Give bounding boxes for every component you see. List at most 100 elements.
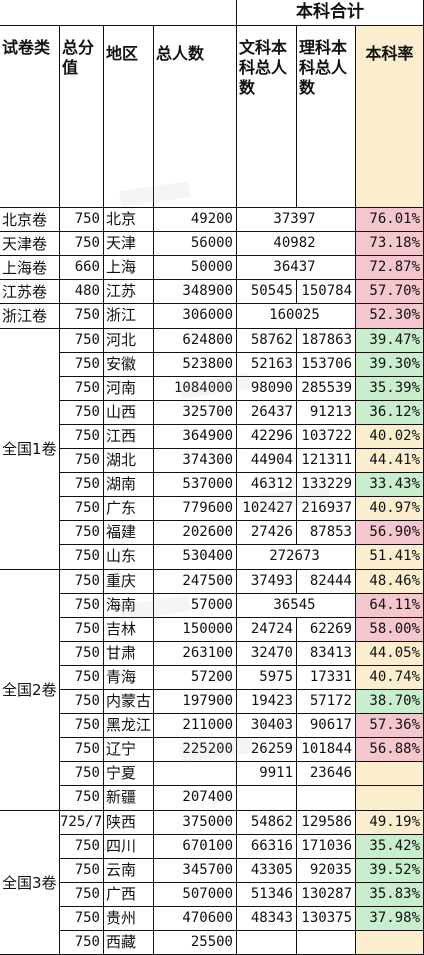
merged-bachelor-cell: 37397 [237,208,356,232]
region-cell: 河南 [104,377,154,401]
score-cell: 750 [60,690,104,714]
paper-type-cell: 浙江卷 [0,304,60,329]
region-cell: 贵州 [104,907,154,931]
science-cell: 92035 [297,859,356,883]
score-cell: 750 [60,931,104,955]
region-cell: 广西 [104,883,154,907]
rate-cell: 44.41% [356,449,424,473]
rate-cell: 72.87% [356,256,424,280]
total-people-cell: 537000 [154,473,237,497]
score-cell: 750 [60,473,104,497]
total-people-cell: 197900 [154,690,237,714]
header-paper-type: 试卷类 [0,26,60,208]
region-cell: 江苏 [104,280,154,304]
score-cell: 750 [60,883,104,907]
science-cell: 133229 [297,473,356,497]
header-science-total: 理科本科总人数 [297,26,356,208]
science-cell: 17331 [297,666,356,690]
merged-bachelor-cell: 160025 [237,304,356,329]
header-group-title: 本科合计 [237,0,424,26]
header-rate: 本科率 [356,26,424,208]
region-cell: 吉林 [104,618,154,642]
region-cell: 重庆 [104,570,154,594]
total-people-cell: 325700 [154,401,237,425]
rate-cell: 33.43% [356,473,424,497]
total-people-cell: 202600 [154,521,237,545]
total-people-cell: 49200 [154,208,237,232]
region-cell: 天津 [104,232,154,256]
score-cell: 750 [60,329,104,353]
region-cell: 云南 [104,859,154,883]
region-cell: 河北 [104,329,154,353]
science-cell: 150784 [297,280,356,304]
header-arts-total: 文科本科总人数 [237,26,297,208]
score-cell: 750 [60,594,104,618]
total-people-cell: 211000 [154,714,237,738]
total-people-cell: 364900 [154,425,237,449]
arts-cell: 66316 [237,835,297,859]
score-cell: 750 [60,425,104,449]
arts-cell [237,931,297,955]
rate-cell: 56.88% [356,738,424,762]
arts-cell: 50545 [237,280,297,304]
region-cell: 青海 [104,666,154,690]
rate-cell: 76.01% [356,208,424,232]
total-people-cell: 779600 [154,497,237,521]
rate-cell: 52.30% [356,304,424,329]
rate-cell: 35.83% [356,883,424,907]
total-people-cell: 57000 [154,594,237,618]
rate-cell: 48.46% [356,570,424,594]
arts-cell: 32470 [237,642,297,666]
region-cell: 内蒙古 [104,690,154,714]
total-people-cell: 374300 [154,449,237,473]
rate-cell: 57.70% [356,280,424,304]
rate-cell: 35.42% [356,835,424,859]
arts-cell: 102427 [237,497,297,521]
arts-cell: 30403 [237,714,297,738]
rate-cell: 51.41% [356,545,424,570]
merged-bachelor-cell: 36545 [237,594,356,618]
merged-bachelor-cell: 40982 [237,232,356,256]
region-cell: 山东 [104,545,154,570]
score-cell: 750 [60,208,104,232]
header-total-people: 总人数 [154,26,237,208]
header-region: 地区 [104,26,154,208]
arts-cell: 26259 [237,738,297,762]
total-people-cell: 348900 [154,280,237,304]
region-cell: 黑龙江 [104,714,154,738]
rate-cell: 40.02% [356,425,424,449]
region-cell: 新疆 [104,786,154,811]
rate-cell: 36.12% [356,401,424,425]
total-people-cell: 25500 [154,931,237,955]
rate-cell: 40.74% [356,666,424,690]
region-cell: 福建 [104,521,154,545]
science-cell: 130375 [297,907,356,931]
science-cell: 82444 [297,570,356,594]
score-cell: 750 [60,353,104,377]
total-people-cell: 57200 [154,666,237,690]
rate-cell: 44.05% [356,642,424,666]
rate-cell: 64.11% [356,594,424,618]
score-cell: 660 [60,256,104,280]
arts-cell: 51346 [237,883,297,907]
total-people-cell: 225200 [154,738,237,762]
science-cell: 216937 [297,497,356,521]
arts-cell: 58762 [237,329,297,353]
score-cell: 750 [60,497,104,521]
paper-type-cell: 全国1卷 [0,329,60,570]
science-cell: 62269 [297,618,356,642]
science-cell: 103722 [297,425,356,449]
arts-cell: 43305 [237,859,297,883]
score-cell: 750 [60,401,104,425]
score-cell: 750 [60,642,104,666]
region-cell: 辽宁 [104,738,154,762]
score-cell: 750 [60,738,104,762]
science-cell: 187863 [297,329,356,353]
header-total-score: 总分值 [60,26,104,208]
arts-cell: 46312 [237,473,297,497]
region-cell: 西藏 [104,931,154,955]
science-cell: 129586 [297,811,356,835]
paper-type-cell: 天津卷 [0,232,60,256]
rate-cell [356,931,424,955]
score-cell: 750 [60,859,104,883]
